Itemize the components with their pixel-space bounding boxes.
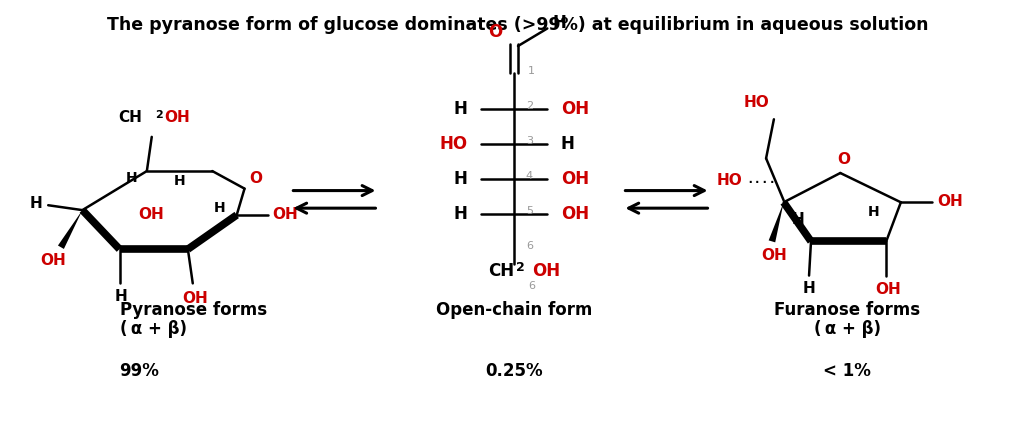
Text: OH: OH — [182, 291, 207, 306]
Text: 2: 2 — [516, 261, 525, 273]
Text: < 1%: < 1% — [824, 362, 871, 380]
Text: OH: OH — [937, 194, 962, 209]
Text: H: H — [454, 205, 467, 223]
Text: 6: 6 — [526, 241, 533, 251]
Polygon shape — [58, 210, 83, 249]
Text: 0.25%: 0.25% — [485, 362, 543, 380]
Text: OH: OH — [560, 99, 589, 117]
Text: OH: OH — [40, 253, 66, 268]
Text: O: O — [838, 152, 851, 167]
Text: ( α + β): ( α + β) — [119, 320, 186, 338]
Text: Furanose forms: Furanose forms — [774, 301, 920, 319]
Text: H: H — [213, 201, 225, 215]
Text: 6: 6 — [527, 281, 535, 291]
Text: Pyranose forms: Pyranose forms — [119, 301, 266, 319]
Text: H: H — [174, 174, 185, 188]
Text: OH: OH — [560, 205, 589, 223]
Text: ····: ···· — [747, 176, 777, 189]
Text: 99%: 99% — [119, 362, 160, 380]
Text: O: O — [488, 23, 502, 41]
Text: Open-chain form: Open-chain form — [436, 301, 593, 319]
Text: HO: HO — [717, 173, 743, 188]
Text: H: H — [803, 281, 815, 296]
Text: 5: 5 — [526, 206, 533, 216]
Text: OH: OH — [138, 208, 164, 222]
Text: CH: CH — [488, 262, 514, 280]
Text: H: H — [115, 289, 127, 304]
Text: OH: OH — [531, 262, 559, 280]
Text: CH: CH — [118, 110, 142, 125]
Text: 2: 2 — [154, 110, 163, 120]
Text: 1: 1 — [527, 66, 535, 77]
Text: OH: OH — [272, 206, 298, 221]
Text: O: O — [250, 172, 263, 186]
Text: OH: OH — [761, 248, 786, 263]
Text: H: H — [868, 205, 880, 219]
Text: HO: HO — [743, 95, 769, 110]
Text: The pyranose form of glucose dominates (>99%) at equilibrium in aqueous solution: The pyranose form of glucose dominates (… — [108, 15, 928, 34]
Polygon shape — [769, 202, 783, 243]
Text: 4: 4 — [526, 171, 533, 181]
Text: HO: HO — [439, 135, 467, 153]
Text: H: H — [454, 99, 467, 117]
Text: ( α + β): ( α + β) — [813, 320, 881, 338]
Text: H: H — [792, 212, 805, 227]
Text: H: H — [560, 135, 575, 153]
Text: H: H — [552, 14, 566, 31]
Text: OH: OH — [560, 170, 589, 188]
Text: H: H — [125, 171, 137, 185]
Text: H: H — [454, 170, 467, 188]
Text: 3: 3 — [526, 136, 533, 146]
Text: OH: OH — [875, 282, 901, 297]
Text: H: H — [29, 196, 41, 211]
Text: 2: 2 — [526, 101, 533, 111]
Text: OH: OH — [165, 110, 191, 125]
